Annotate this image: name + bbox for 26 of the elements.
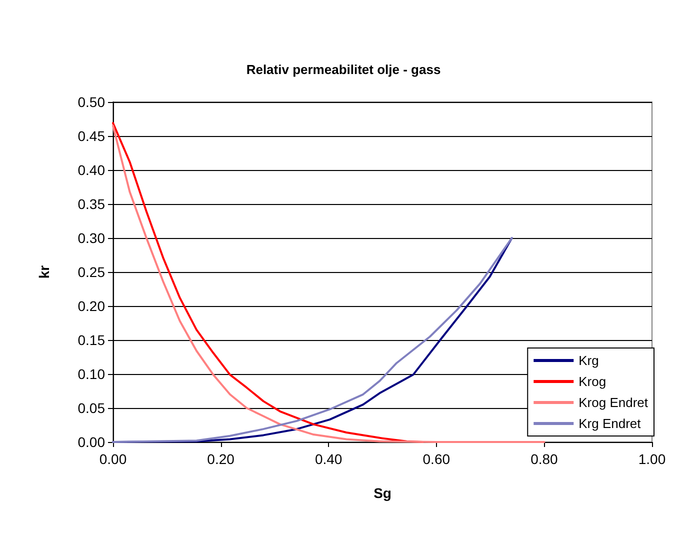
y-tick-label: 0.05 [78, 400, 106, 416]
y-tick-label: 0.35 [78, 196, 106, 212]
y-tick-label: 0.15 [78, 332, 106, 348]
y-tick-label: 0.20 [78, 298, 106, 314]
x-tick-label: 0.80 [530, 451, 558, 467]
x-tick-label: 0.20 [207, 451, 235, 467]
x-axis-title: Sg [374, 485, 392, 501]
x-tick-label: 0.60 [422, 451, 450, 467]
y-tick-label: 0.40 [78, 162, 106, 178]
y-tick-label: 0.00 [78, 434, 106, 450]
y-axis-title: kr [36, 264, 52, 279]
y-tick-label: 0.50 [78, 94, 106, 110]
y-tick-label: 0.45 [78, 128, 106, 144]
x-tick-label: 1.00 [638, 451, 666, 467]
y-tick-label: 0.30 [78, 230, 106, 246]
x-tick-label: 0.40 [314, 451, 342, 467]
y-tick-label: 0.10 [78, 366, 106, 382]
y-tick-label: 0.25 [78, 264, 106, 280]
legend-label: Krog [578, 374, 606, 389]
chart-title: Relativ permeabilitet olje - gass [246, 62, 441, 77]
legend-label: Krg Endret [578, 416, 642, 431]
legend-label: Krog Endret [578, 395, 648, 410]
line-series [112, 237, 513, 443]
line-series [112, 124, 546, 443]
x-tick-label: 0.00 [99, 451, 127, 467]
legend-label: Krg [578, 353, 599, 368]
